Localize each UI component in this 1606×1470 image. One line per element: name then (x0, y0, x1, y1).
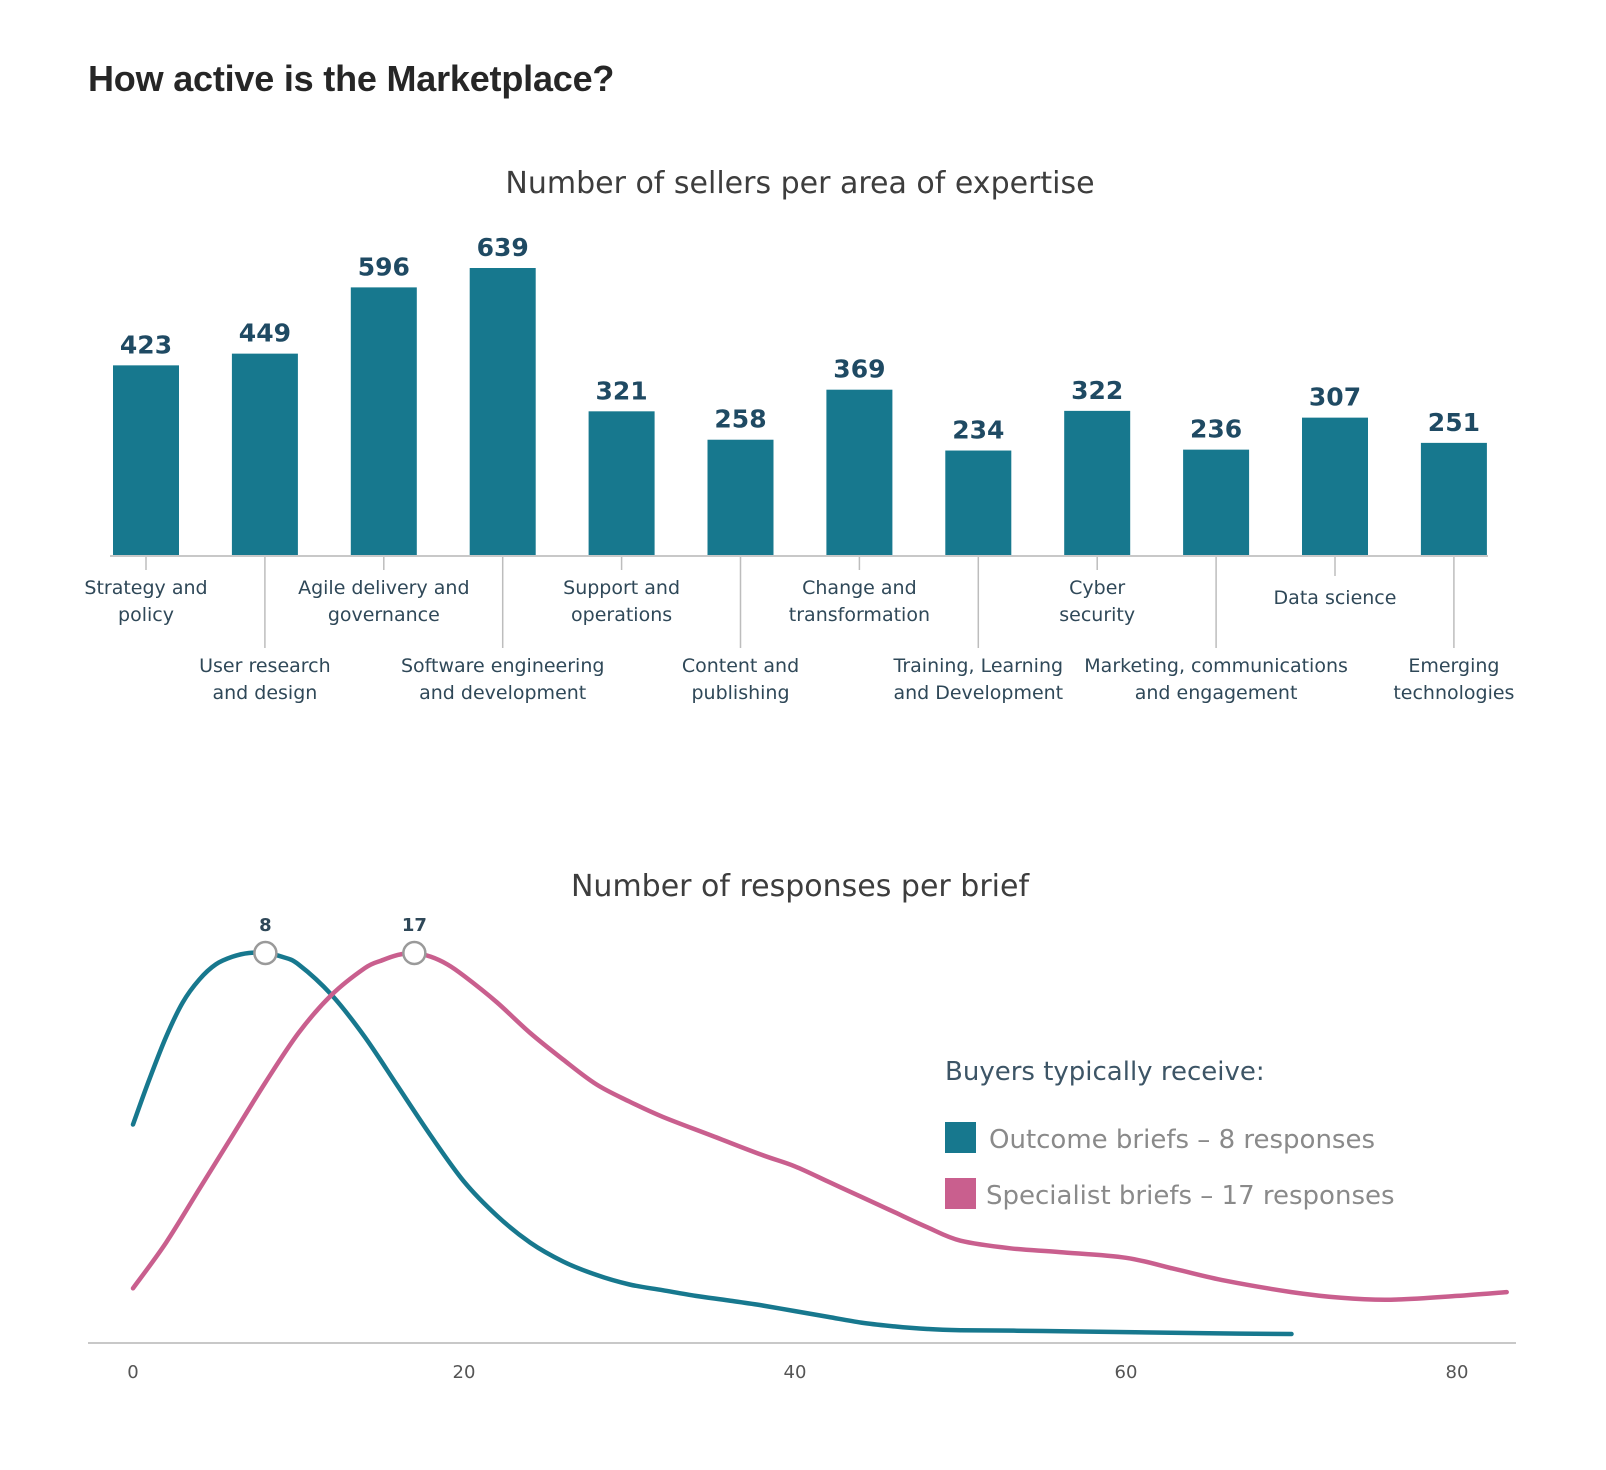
bar-chart-title: Number of sellers per area of expertise (505, 166, 1094, 201)
bar (231, 353, 298, 556)
legend-title: Buyers typically receive: (945, 1057, 1265, 1087)
x-tick-label: 60 (1115, 1362, 1138, 1383)
bar (945, 450, 1012, 556)
category-label: Agile delivery and governance (298, 577, 469, 626)
bar (1064, 410, 1131, 556)
x-tick-label: 20 (453, 1362, 476, 1383)
bar-value-label: 236 (1190, 415, 1242, 444)
category-label: Content and publishing (682, 655, 799, 704)
page-heading: How active is the Marketplace? (88, 58, 615, 99)
category-label: Marketing, communications and engagement (1084, 655, 1348, 704)
bar (1420, 442, 1487, 556)
bar (826, 389, 893, 556)
legend-label-specialist: Specialist briefs – 17 responses (986, 1181, 1395, 1211)
bar-value-label: 423 (120, 330, 172, 359)
bar-value-label: 639 (477, 233, 529, 262)
peak-label: 17 (402, 915, 427, 936)
outcome-briefs-line (130, 950, 1294, 1337)
bar-value-label: 234 (952, 416, 1004, 445)
peak-marker (253, 940, 278, 966)
line-chart-title: Number of responses per brief (571, 869, 1030, 904)
bar (113, 365, 179, 556)
legend-label-outcome: Outcome briefs – 8 responses (989, 1125, 1375, 1155)
bar (707, 439, 774, 556)
category-label: Cyber security (1059, 577, 1135, 626)
bar-value-label: 596 (358, 252, 410, 281)
category-label: Training, Learning and Development (893, 655, 1064, 704)
bar-value-label: 322 (1071, 376, 1123, 405)
bar (588, 411, 655, 556)
bar (350, 287, 417, 556)
category-label: Data science (1274, 587, 1397, 609)
category-label: Change and transformation (789, 577, 930, 626)
peak-markers: 8 17 (253, 915, 427, 966)
line-series (130, 950, 1509, 1337)
x-tick-label: 0 (127, 1362, 138, 1383)
x-tick-label: 80 (1446, 1362, 1469, 1383)
bar (1183, 449, 1250, 556)
bar (469, 268, 536, 556)
category-label: Emerging technologies (1393, 655, 1514, 704)
bar (1302, 417, 1368, 556)
x-tick-label: 40 (784, 1362, 807, 1383)
legend: Buyers typically receive: Outcome briefs… (945, 1057, 1395, 1211)
bar-marks: 423 Strategy and policy 449 User research and… (84, 233, 1514, 704)
category-label: Strategy and policy (84, 577, 207, 626)
category-label: Software engineering and development (401, 655, 604, 704)
category-label: Support and operations (563, 577, 680, 626)
category-label: User research and design (199, 655, 331, 704)
bar-value-label: 251 (1428, 408, 1480, 437)
x-axis-ticks: 0 20 40 60 80 (127, 1362, 1468, 1383)
bar-value-label: 321 (596, 376, 648, 405)
legend-swatch-specialist (945, 1178, 976, 1209)
legend-swatch-outcome (945, 1122, 976, 1153)
bar-value-label: 449 (239, 319, 291, 348)
specialist-briefs-line (130, 950, 1509, 1303)
bar-chart: Number of sellers per area of expertise … (84, 166, 1514, 704)
bar-value-label: 307 (1309, 383, 1361, 412)
peak-marker (402, 940, 427, 966)
bar-value-label: 369 (833, 355, 885, 384)
peak-label: 8 (259, 915, 272, 936)
bar-value-label: 258 (714, 405, 766, 434)
